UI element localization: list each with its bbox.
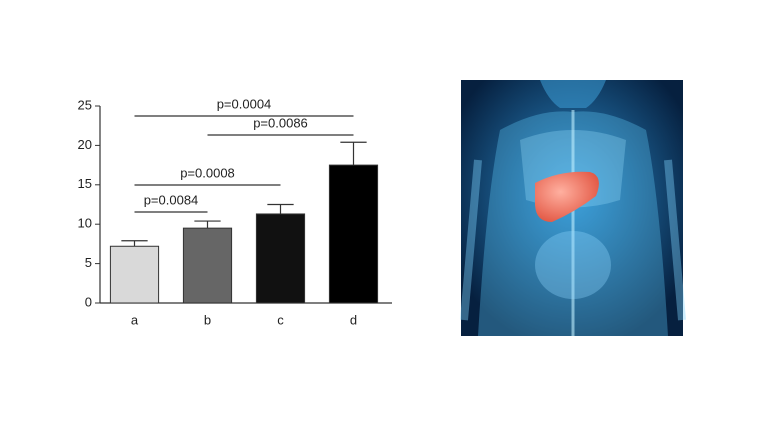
p-value-label: p=0.0084 bbox=[144, 192, 199, 207]
bar bbox=[328, 164, 379, 304]
y-tick-label: 10 bbox=[78, 216, 92, 231]
p-value-label: p=0.0086 bbox=[253, 115, 308, 130]
anatomy-image bbox=[460, 80, 686, 336]
p-value-label: p=0.0004 bbox=[217, 96, 272, 111]
x-tick-label: a bbox=[131, 312, 139, 327]
bar bbox=[109, 245, 160, 304]
y-tick-label: 20 bbox=[78, 137, 92, 152]
bar bbox=[255, 213, 306, 304]
x-tick-label: b bbox=[204, 312, 211, 327]
bar bbox=[182, 227, 233, 304]
x-tick-label: d bbox=[350, 312, 357, 327]
p-value-label: p=0.0008 bbox=[180, 165, 235, 180]
y-tick-label: 25 bbox=[78, 97, 92, 112]
x-tick-label: c bbox=[277, 312, 284, 327]
y-tick-label: 0 bbox=[85, 294, 92, 309]
y-tick-label: 15 bbox=[78, 176, 92, 191]
y-tick-label: 5 bbox=[85, 255, 92, 270]
